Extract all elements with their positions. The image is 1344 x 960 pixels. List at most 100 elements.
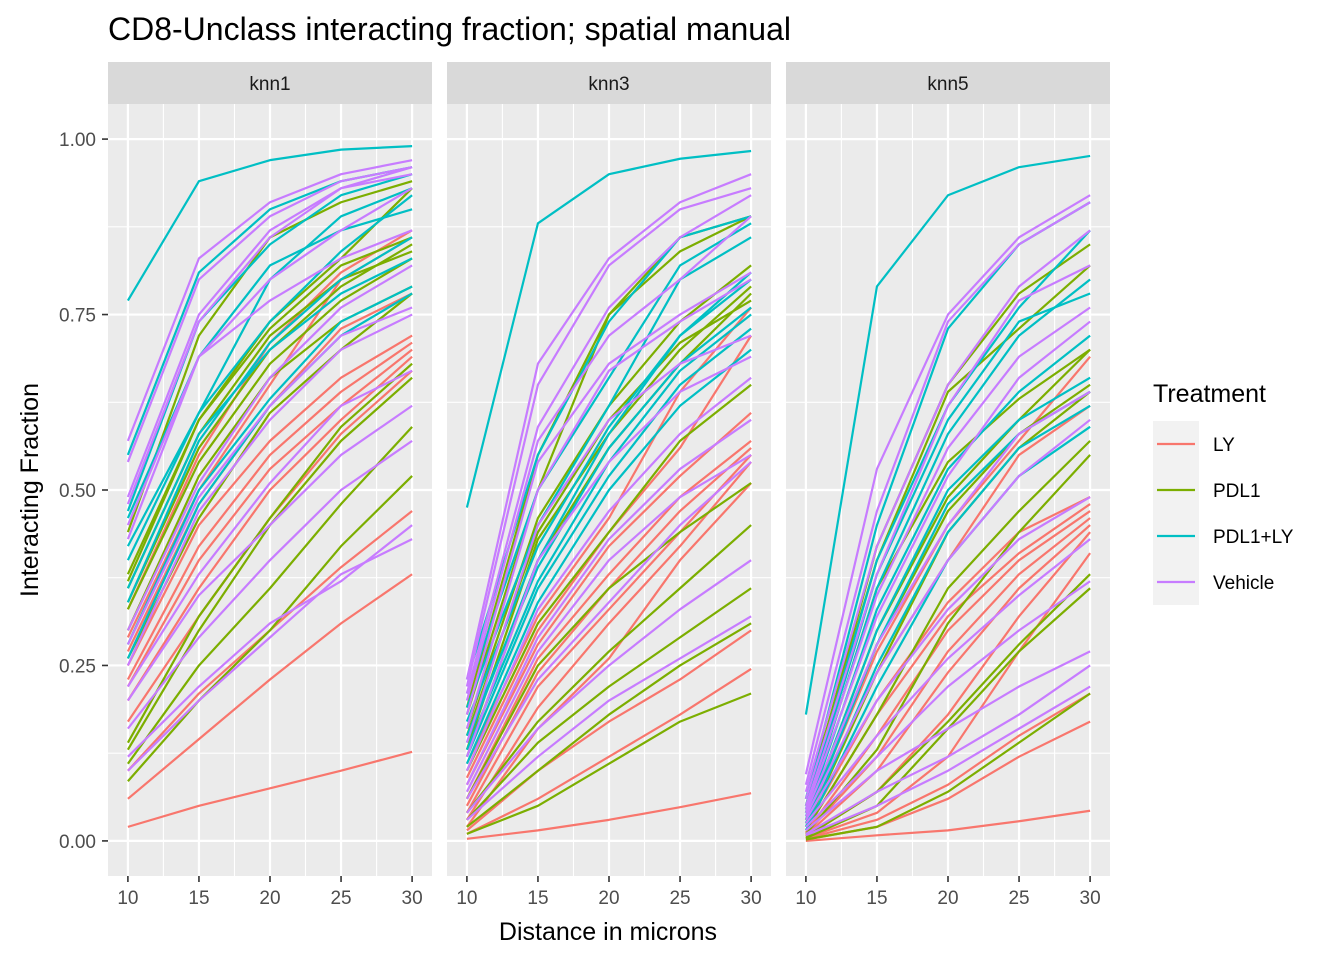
series-line-ly-6 bbox=[805, 517, 1091, 835]
series-line-ly-9 bbox=[804, 496, 1091, 828]
series-line-vehicle-33 bbox=[465, 173, 752, 680]
series-line-ly-4 bbox=[465, 461, 752, 821]
series-line-vehicle-39 bbox=[465, 334, 752, 743]
series-line-vehicle-37 bbox=[126, 187, 413, 526]
series-line-pdl1-ly-30 bbox=[126, 285, 413, 645]
series-line-pdl1-14 bbox=[126, 362, 413, 744]
series-line-ly-6 bbox=[126, 341, 413, 681]
x-tick-label: 15 bbox=[527, 888, 548, 909]
series-line-vehicle-38 bbox=[804, 320, 1091, 810]
series-line-vehicle-46 bbox=[805, 685, 1091, 837]
series-line-ly-7 bbox=[126, 334, 413, 666]
series-line-pdl1-ly-28 bbox=[126, 257, 413, 589]
series-line-pdl1-11 bbox=[127, 475, 413, 782]
x-tick-label: 20 bbox=[937, 888, 958, 909]
legend: Treatment LY PDL1 PDL1+LY Vehicle bbox=[1153, 380, 1294, 605]
series-line-vehicle-35 bbox=[126, 166, 413, 498]
series-line-ly-0 bbox=[466, 792, 752, 840]
series-line-pdl1-ly-32 bbox=[465, 278, 752, 744]
series-line-vehicle-34 bbox=[804, 201, 1091, 786]
series-line-pdl1-12 bbox=[126, 426, 413, 765]
series-line-vehicle-44 bbox=[465, 461, 752, 800]
x-tick-label: 30 bbox=[741, 888, 762, 909]
x-tick-label: 10 bbox=[117, 888, 138, 909]
legend-label: PDL1+LY bbox=[1213, 527, 1294, 548]
series-line-vehicle-38 bbox=[126, 229, 413, 540]
series-line-ly-0 bbox=[127, 750, 413, 828]
series-line-ly-1 bbox=[466, 668, 752, 835]
series-line-pdl1-16 bbox=[804, 440, 1091, 831]
series-line-vehicle-40 bbox=[465, 355, 752, 758]
series-line-pdl1-ly-29 bbox=[126, 236, 413, 603]
series-line-pdl1-12 bbox=[805, 692, 1091, 841]
x-tick-label: 15 bbox=[866, 888, 887, 909]
series-line-vehicle-42 bbox=[805, 538, 1091, 825]
legend-label: PDL1 bbox=[1213, 481, 1261, 502]
strip-label-knn5: knn5 bbox=[927, 74, 968, 95]
legend-title: Treatment bbox=[1153, 380, 1266, 408]
series-line-vehicle-46 bbox=[127, 524, 413, 758]
series-line-ly-4 bbox=[126, 355, 413, 702]
series-line-vehicle-36 bbox=[465, 215, 752, 701]
series-line-pdl1-17 bbox=[126, 257, 413, 610]
series-line-vehicle-45 bbox=[805, 664, 1091, 835]
panel-knn1: knn1 10 15 20 25 30 0.00 0.25 0.50 0.75 1.00 bbox=[59, 62, 432, 909]
series-line-pdl1-ly-27 bbox=[465, 271, 752, 723]
series-line-vehicle-43 bbox=[805, 580, 1091, 828]
series-line-vehicle-35 bbox=[804, 229, 1091, 793]
strip-knn1 bbox=[108, 62, 432, 104]
series-line-vehicle-37 bbox=[804, 306, 1091, 807]
series-line-ly-5 bbox=[465, 454, 752, 814]
legend-item-pdl1-ly: PDL1+LY bbox=[1153, 513, 1294, 559]
series-line-vehicle-33 bbox=[126, 159, 413, 442]
series-line-pdl1-ly-26 bbox=[465, 236, 752, 708]
x-tick-label: 20 bbox=[598, 888, 619, 909]
strip-knn5 bbox=[786, 62, 1110, 104]
series-line-vehicle-34 bbox=[126, 166, 413, 463]
series-line-vehicle-36 bbox=[126, 173, 413, 505]
panel-knn5: knn5 10 15 20 25 30 bbox=[786, 62, 1110, 909]
series-line-ly-8 bbox=[465, 411, 752, 786]
series-line-ly-7 bbox=[805, 510, 1091, 834]
x-tick-label: 15 bbox=[188, 888, 209, 909]
series-line-vehicle-39 bbox=[126, 264, 413, 631]
series-line-ly-1 bbox=[127, 573, 413, 800]
series-line-pdl1-13 bbox=[466, 587, 752, 821]
series-line-pdl1-12 bbox=[466, 622, 752, 828]
series-line-vehicle-36 bbox=[804, 264, 1091, 800]
panel-knn3: knn3 10 15 20 25 30 bbox=[447, 62, 771, 909]
x-tick-label: 10 bbox=[795, 888, 816, 909]
series-line-vehicle-37 bbox=[465, 271, 752, 715]
series-line-vehicle-43 bbox=[126, 404, 413, 702]
series-line-pdl1-ly-23 bbox=[126, 145, 413, 302]
series-line-ly-5 bbox=[805, 524, 1091, 837]
chart-title: CD8-Unclass interacting fraction; spatia… bbox=[108, 11, 791, 47]
series-line-vehicle-40 bbox=[804, 418, 1091, 817]
series-line-pdl1-ly-28 bbox=[804, 376, 1091, 821]
y-tick-label: 0.75 bbox=[59, 306, 96, 327]
legend-label: Vehicle bbox=[1213, 573, 1274, 594]
series-line-vehicle-44 bbox=[805, 650, 1091, 832]
series-line-vehicle-41 bbox=[465, 376, 752, 772]
series-line-vehicle-46 bbox=[466, 615, 752, 821]
y-tick-label: 0.50 bbox=[59, 481, 96, 502]
y-tick-label: 0.25 bbox=[59, 656, 96, 677]
strip-label-knn1: knn1 bbox=[249, 74, 290, 95]
series-line-ly-7 bbox=[465, 440, 752, 800]
series-line-vehicle-44 bbox=[127, 439, 413, 730]
series-line-pdl1-ly-23 bbox=[804, 154, 1091, 715]
series-line-pdl1-11 bbox=[466, 692, 752, 835]
facet-panels: knn1 10 15 20 25 30 0.00 0.25 0.50 0.75 1.00 knn3 10… bbox=[59, 62, 1110, 909]
series-line-pdl1-15 bbox=[805, 454, 1091, 835]
series-line-pdl1-ly-31 bbox=[465, 348, 752, 765]
legend-item-vehicle: Vehicle bbox=[1153, 559, 1274, 605]
series-line-vehicle-45 bbox=[466, 559, 752, 814]
series-line-pdl1-ly-25 bbox=[465, 222, 752, 694]
series-line-vehicle-33 bbox=[804, 194, 1091, 775]
series-line-vehicle-41 bbox=[804, 496, 1091, 821]
series-line-vehicle-34 bbox=[465, 187, 752, 687]
series-line-ly-3 bbox=[465, 482, 752, 828]
legend-item-pdl1: PDL1 bbox=[1153, 467, 1261, 513]
series-line-ly-5 bbox=[126, 348, 413, 688]
